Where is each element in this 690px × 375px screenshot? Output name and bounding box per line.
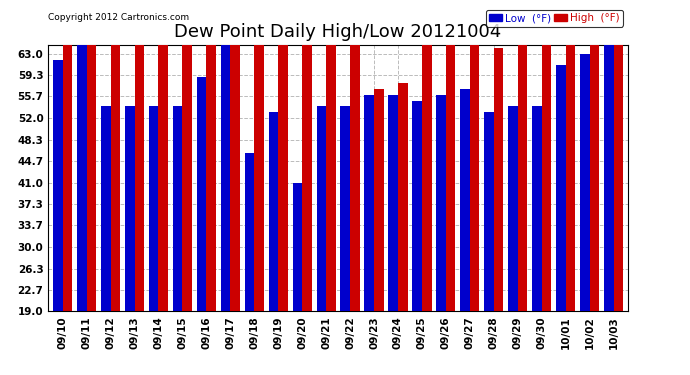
Bar (172, 106, 182, 311)
Bar (110, 0, 120, 311)
Bar (245, 153, 255, 311)
Bar (398, 83, 408, 311)
Bar (422, 0, 431, 311)
Bar (470, 13, 480, 311)
Bar (518, 24, 527, 311)
Bar (508, 106, 518, 311)
Bar (278, 19, 288, 311)
Bar (413, 100, 422, 311)
Text: Copyright 2012 Cartronics.com: Copyright 2012 Cartronics.com (48, 13, 190, 22)
Bar (87, 0, 96, 311)
Bar (613, 0, 623, 311)
Bar (460, 89, 470, 311)
Bar (542, 0, 551, 311)
Title: Dew Point Daily High/Low 20121004: Dew Point Daily High/Low 20121004 (175, 22, 502, 40)
Bar (589, 0, 599, 311)
Bar (436, 95, 446, 311)
Bar (268, 112, 278, 311)
Bar (206, 19, 216, 311)
Bar (135, 0, 144, 311)
Bar (484, 112, 494, 311)
Bar (350, 24, 359, 311)
Bar (326, 0, 336, 311)
Bar (221, 36, 230, 311)
Bar (159, 0, 168, 311)
Bar (446, 0, 455, 311)
Bar (580, 54, 589, 311)
Bar (302, 1, 312, 311)
Bar (532, 106, 542, 311)
Bar (125, 106, 135, 311)
Bar (53, 60, 63, 311)
Bar (317, 106, 326, 311)
Bar (230, 0, 240, 311)
Bar (388, 95, 398, 311)
Bar (566, 0, 575, 311)
Bar (149, 106, 159, 311)
Bar (494, 48, 504, 311)
Legend: Low  (°F), High  (°F): Low (°F), High (°F) (486, 10, 622, 27)
Bar (604, 7, 613, 311)
Bar (364, 95, 374, 311)
Bar (340, 106, 350, 311)
Bar (77, 36, 87, 311)
Bar (63, 0, 72, 311)
Bar (374, 89, 384, 311)
Bar (197, 77, 206, 311)
Bar (293, 183, 302, 311)
Bar (182, 1, 192, 311)
Bar (101, 106, 110, 311)
Bar (556, 66, 566, 311)
Bar (255, 36, 264, 311)
